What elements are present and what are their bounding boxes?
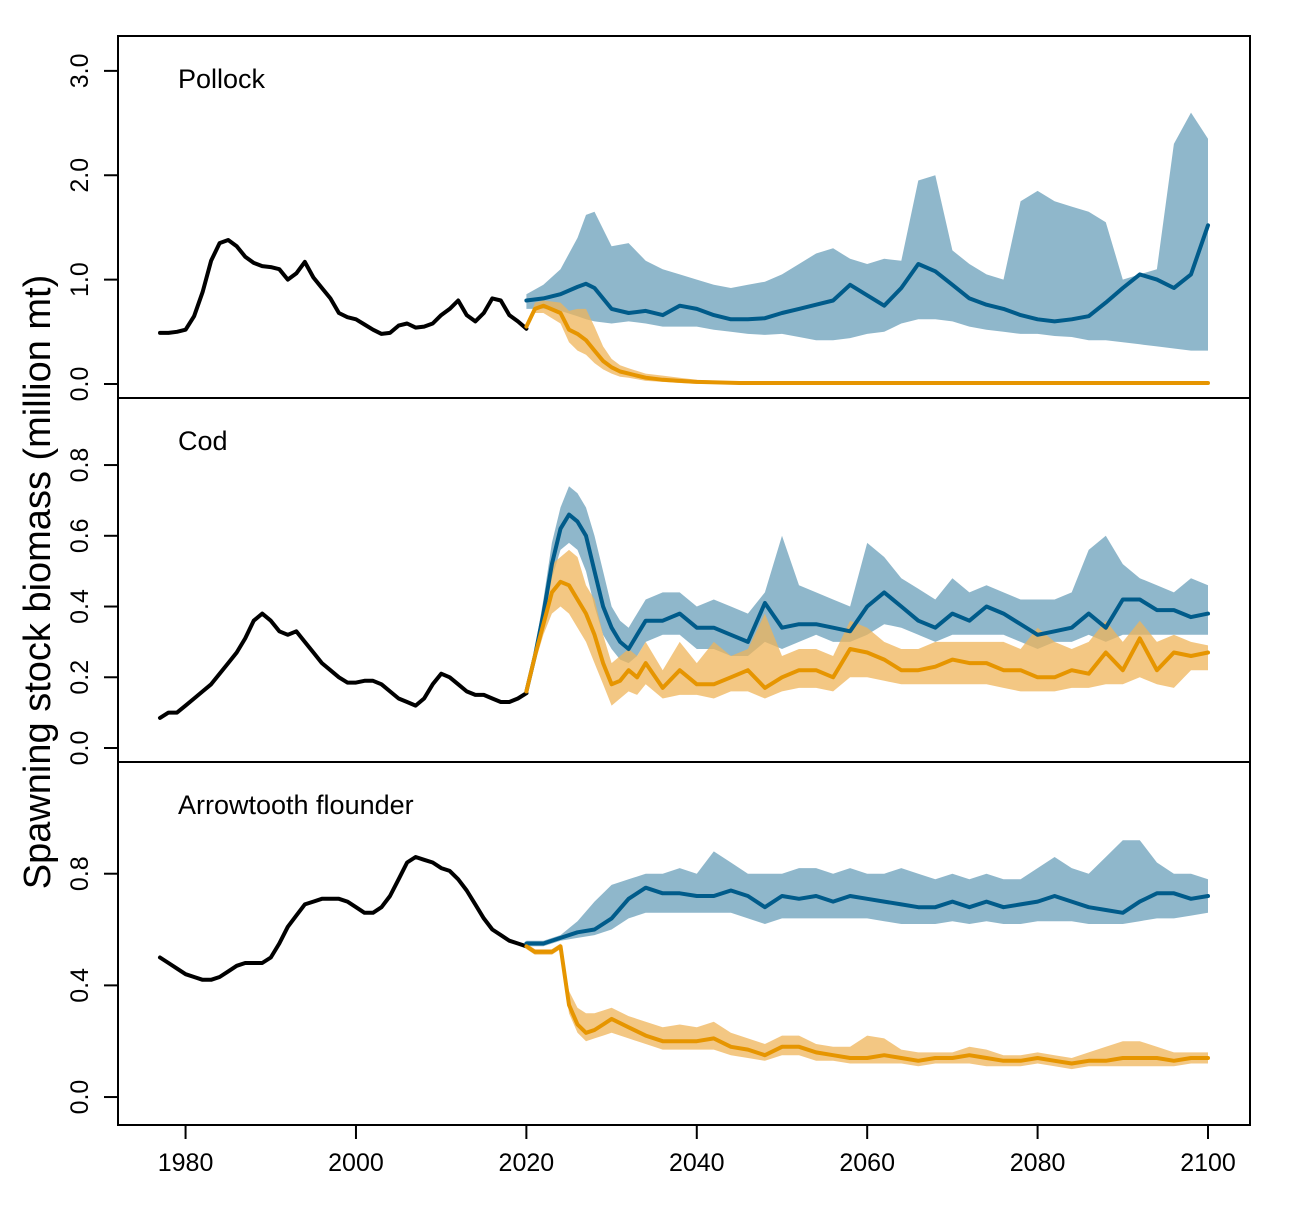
- x-tick-label: 2040: [669, 1149, 725, 1177]
- y-tick-label: 0.0: [66, 731, 94, 766]
- y-tick-label: 0.0: [66, 367, 94, 402]
- blue-projection-line: [524, 512, 1210, 694]
- orange-uncertainty-band: [526, 549, 1208, 706]
- orange-projection-line: [524, 944, 1210, 1066]
- y-tick-label: 1.0: [66, 262, 94, 297]
- y-tick-label: 3.0: [66, 53, 94, 88]
- historical-line: [158, 238, 529, 336]
- y-tick-label: 0.4: [66, 968, 94, 1003]
- y-tick-label: 0.4: [66, 589, 94, 624]
- panel-cod: 0.0 0.2 0.4 0.6 0.8 Cod: [66, 397, 1251, 766]
- blue-projection-line: [524, 885, 1210, 946]
- y-tick-label: 0.8: [66, 448, 94, 483]
- y-tick-label: 0.8: [66, 856, 94, 891]
- blue-uncertainty-band: [526, 840, 1208, 947]
- y-tick-label: 0.2: [66, 660, 94, 695]
- historical-line: [158, 611, 529, 720]
- x-axis: 1980 2000 2020 2040 2060 2080 2100: [158, 1125, 1236, 1177]
- x-tick-label: 2100: [1180, 1149, 1236, 1177]
- orange-projection-line: [524, 579, 1210, 694]
- panel-label: Pollock: [178, 64, 266, 94]
- y-axis-label: Spawning stock biomass (million mt): [17, 275, 59, 890]
- blue-projection-line: [524, 223, 1210, 324]
- x-tick-label: 2000: [328, 1149, 384, 1177]
- x-tick-label: 2060: [839, 1149, 895, 1177]
- y-tick-label: 0.6: [66, 518, 94, 553]
- panel-pollock: 0.0 1.0 2.0 3.0 Pollock: [66, 35, 1251, 402]
- panel-frame: [117, 761, 1251, 1126]
- historical-line: [158, 855, 529, 982]
- y-tick-label: 2.0: [66, 158, 94, 193]
- x-tick-label: 2080: [1010, 1149, 1066, 1177]
- panel-arrowtooth-flounder: 0.0 0.4 0.8 Arrowtooth flounder: [66, 761, 1251, 1126]
- panel-label: Arrowtooth flounder: [178, 790, 414, 820]
- panel-label: Cod: [178, 426, 228, 456]
- y-tick-label: 0.0: [66, 1080, 94, 1115]
- x-tick-label: 1980: [158, 1149, 214, 1177]
- blue-uncertainty-band: [526, 112, 1208, 351]
- orange-projection-line: [524, 303, 1210, 385]
- x-tick-label: 2020: [499, 1149, 555, 1177]
- orange-uncertainty-band: [526, 943, 1208, 1070]
